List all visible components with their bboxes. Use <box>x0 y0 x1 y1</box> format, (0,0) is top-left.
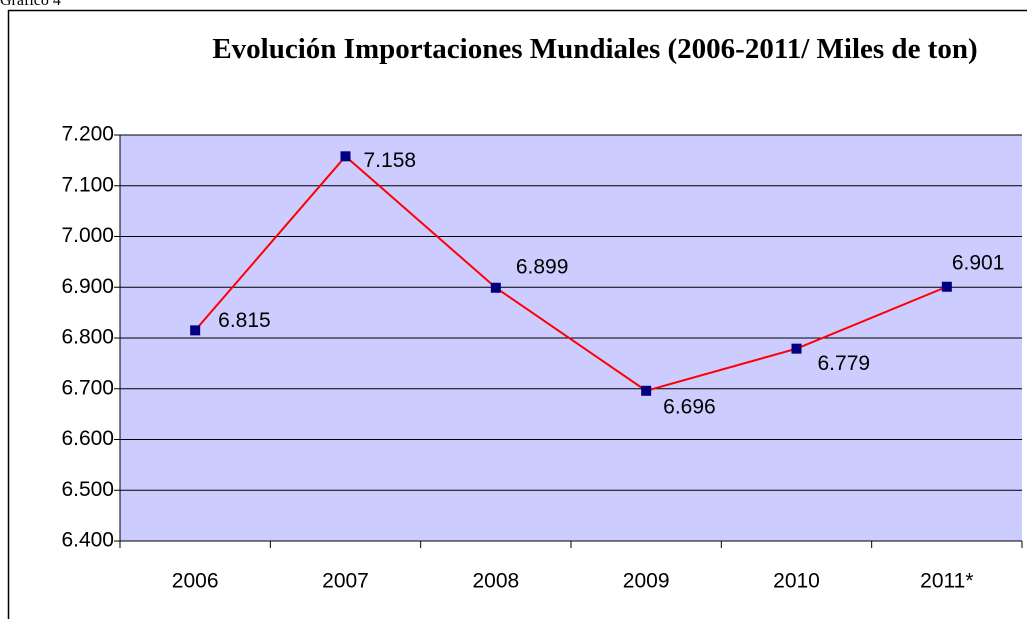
x-tick-label: 2006 <box>172 570 219 593</box>
data-label: 6.815 <box>218 309 271 332</box>
y-tick-label: 7.200 <box>61 123 114 146</box>
data-point <box>641 385 652 396</box>
data-point <box>490 282 501 293</box>
data-label: 6.901 <box>952 251 1005 274</box>
y-tick-label: 6.900 <box>61 275 114 298</box>
y-tick-label: 6.500 <box>61 478 114 501</box>
y-tick-label: 6.800 <box>61 326 114 349</box>
data-label: 6.899 <box>516 255 569 278</box>
x-tick-label: 2008 <box>472 570 519 593</box>
x-tick-label: 2011* <box>920 570 973 593</box>
data-point <box>190 325 201 336</box>
caption: Gráfico 4 <box>0 0 61 9</box>
x-tick-label: 2010 <box>773 570 820 593</box>
data-label: 6.779 <box>818 352 871 375</box>
data-line <box>194 154 948 392</box>
y-tick-label: 6.600 <box>61 427 114 450</box>
data-point <box>791 343 802 354</box>
data-point <box>340 151 351 162</box>
chart-title: Evolución Importaciones Mundiales (2006-… <box>212 33 978 65</box>
y-tick-label: 7.000 <box>61 224 114 247</box>
x-tick-label: 2009 <box>623 570 670 593</box>
y-tick-label: 7.100 <box>61 173 114 196</box>
y-tick-label: 6.700 <box>61 376 114 399</box>
data-label: 6.696 <box>663 395 716 418</box>
data-label: 7.158 <box>364 149 417 172</box>
data-point <box>941 281 952 292</box>
y-tick-label: 6.400 <box>61 529 114 552</box>
x-tick-label: 2007 <box>322 570 369 593</box>
